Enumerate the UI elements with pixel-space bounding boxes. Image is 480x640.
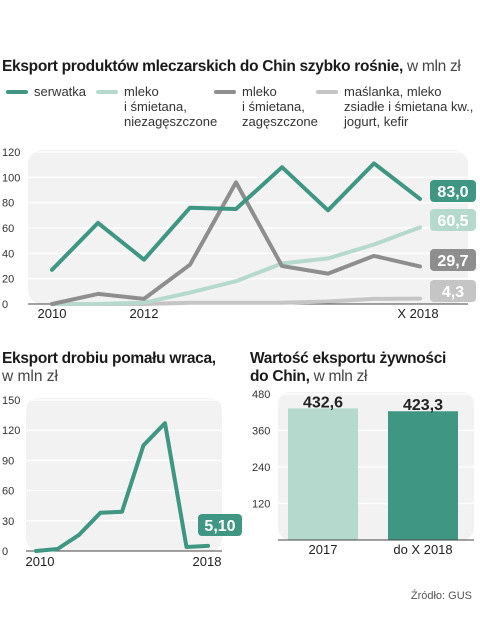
chart2-title: Eksport drobiu pomału wraca, — [2, 350, 216, 367]
chart2-x-tick-label: 2010 — [26, 554, 55, 569]
chart1-series-line-2 — [50, 180, 422, 306]
chart1-x-tick-label: 2010 — [38, 306, 67, 321]
chart1-title-text: Eksport produktów mleczarskich do Chin s… — [2, 58, 403, 75]
legend-swatch-serwatka — [6, 90, 28, 94]
chart2-y-tick-label: 60 — [2, 486, 14, 498]
chart1-end-label-0: 83,0 — [437, 184, 468, 201]
chart2-y-tick-label: 90 — [2, 455, 14, 467]
legend-label-mleko-zageszczone: mleko i śmietana, zagęszczone — [242, 84, 318, 129]
chart1-end-label-1: 60,5 — [437, 213, 468, 230]
chart2-unit: w mln zł — [2, 368, 58, 385]
chart1-y-tick-label: 100 — [2, 172, 20, 184]
chart1-series-line-0 — [50, 161, 422, 272]
chart3-category-label-0: 2017 — [309, 542, 338, 557]
chart2-series-line — [34, 421, 210, 553]
chart1-y-tick-label: 80 — [2, 198, 14, 210]
chart1-x-tick-label: X 2018 — [397, 306, 438, 321]
chart2-y-tick-label: 30 — [2, 516, 14, 528]
source-note: Źródło: GUS — [410, 590, 472, 602]
chart1-unit: w mln zł — [406, 58, 461, 75]
chart1-x-tick-label: 2012 — [130, 306, 159, 321]
chart1-plot-background — [28, 150, 468, 304]
chart3-title-line2-text: do Chin, — [250, 368, 310, 385]
legend-label-serwatka: serwatka — [34, 84, 87, 99]
chart1-y-tick-label: 120 — [2, 147, 20, 159]
chart3-y-tick-label: 480 — [252, 389, 270, 401]
chart3-y-tick-label: 120 — [252, 499, 270, 511]
chart3-title: Wartość eksportu żywności — [250, 350, 447, 367]
chart1-y-tick-label: 40 — [2, 248, 14, 260]
chart2-y-tick-label: 0 — [2, 546, 8, 558]
chart3-unit: w mln zł — [313, 368, 368, 385]
chart3-title-line2: do Chin, w mln zł — [250, 368, 367, 386]
chart2-y-tick-label: 120 — [2, 425, 20, 437]
chart3-bar-1 — [388, 411, 458, 540]
legend-swatch-maslanka — [316, 90, 338, 94]
chart2-end-label-box — [198, 514, 242, 536]
legend-label-maslanka: maślanka, mleko zsiadłe i śmietana kw., … — [344, 84, 474, 129]
chart2-plot-background — [26, 398, 222, 551]
chart1-end-label-box-1 — [430, 209, 476, 231]
chart1-end-label-box-3 — [430, 280, 476, 302]
chart3-value-label-1: 423,3 — [403, 397, 443, 414]
chart1-end-label-2: 29,7 — [437, 253, 468, 270]
chart1-end-label-box-0 — [430, 180, 476, 202]
chart1-y-tick-label: 20 — [2, 274, 14, 286]
legend-swatch-mleko-niezageszczone — [96, 90, 118, 94]
chart1-title: Eksport produktów mleczarskich do Chin s… — [2, 58, 461, 76]
legend-swatch-mleko-zageszczone — [214, 90, 236, 94]
chart1-end-label-3: 4,3 — [442, 284, 464, 301]
chart3-value-label-0: 432,6 — [303, 394, 343, 411]
chart3-bar-0 — [288, 408, 358, 540]
chart2-end-label: 5,10 — [204, 518, 235, 535]
chart1-y-tick-label: 60 — [2, 223, 14, 235]
chart1-y-tick-label: 0 — [2, 299, 8, 311]
chart2-y-tick-label: 150 — [2, 395, 20, 407]
chart3-y-tick-label: 360 — [252, 426, 270, 438]
chart1-series-line-1 — [50, 225, 422, 306]
chart1-legend: serwatka mleko i śmietana, niezagęszczon… — [0, 84, 480, 134]
chart2-x-tick-label: 2018 — [193, 554, 222, 569]
chart3-category-label-1: do X 2018 — [393, 542, 452, 557]
chart3-y-tick-label: 240 — [252, 462, 270, 474]
chart1-end-label-box-2 — [430, 249, 476, 271]
legend-label-mleko-niezageszczone: mleko i śmietana, niezagęszczone — [124, 84, 218, 129]
